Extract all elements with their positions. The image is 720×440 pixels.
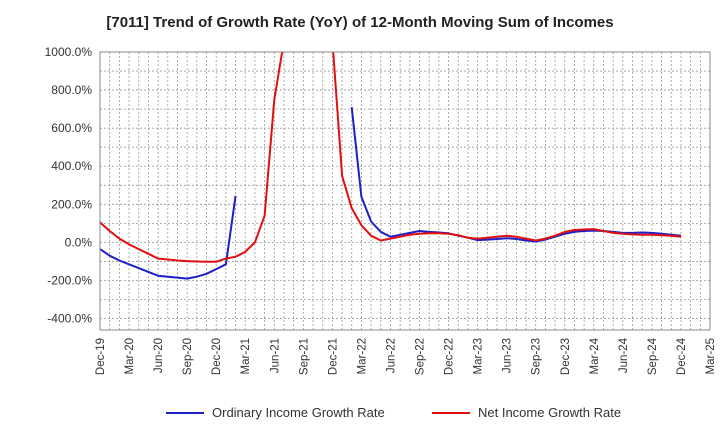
series-line [332, 52, 682, 242]
legend-swatch-ordinary [166, 411, 204, 414]
x-tick-label: Jun-23 [502, 338, 514, 373]
y-tick-label: 800.0% [51, 83, 92, 97]
x-tick-label: Jun-22 [385, 338, 397, 373]
x-tick-label: Dec-23 [560, 338, 572, 375]
x-tick-label: Jun-20 [153, 338, 165, 373]
x-tick-label: Sep-24 [647, 337, 659, 375]
plot-border [99, 51, 711, 331]
y-tick-label: 400.0% [51, 159, 92, 173]
legend-swatch-net [432, 411, 470, 414]
y-tick-label: 200.0% [51, 197, 92, 211]
chart-title: [7011] Trend of Growth Rate (YoY) of 12-… [106, 14, 614, 31]
legend-item-net: Net Income Growth Rate [432, 405, 621, 420]
x-tick-label: Mar-21 [240, 338, 252, 374]
plot-area [100, 52, 710, 330]
x-tick-label: Jun-21 [269, 338, 281, 373]
x-tick-label: Dec-20 [211, 338, 223, 375]
y-tick-label: 1000.0% [45, 45, 93, 59]
x-tick-label: Dec-21 [327, 338, 339, 375]
x-tick-label: Mar-25 [705, 338, 717, 374]
x-tick-label: Sep-21 [298, 338, 310, 375]
legend: Ordinary Income Growth Rate Net Income G… [0, 405, 720, 425]
x-tick-label: Mar-20 [124, 338, 136, 374]
x-tick-label: Jun-24 [618, 337, 630, 373]
series-ordinary-income [100, 107, 682, 280]
y-tick-label: -200.0% [47, 273, 92, 287]
x-tick-label: Dec-22 [444, 338, 456, 375]
x-tick-label: Dec-19 [95, 338, 107, 375]
x-tick-label: Mar-24 [589, 337, 601, 374]
legend-label-net: Net Income Growth Rate [478, 405, 622, 420]
x-tick-label: Mar-23 [473, 338, 485, 374]
x-tick-label: Sep-22 [415, 338, 427, 375]
y-tick-label: 600.0% [51, 121, 92, 135]
series-line [100, 195, 237, 280]
legend-item-ordinary: Ordinary Income Growth Rate [166, 405, 385, 420]
x-tick-label: Sep-20 [182, 338, 194, 375]
x-tick-label: Dec-24 [676, 337, 688, 375]
x-tick-label: Sep-23 [531, 338, 543, 375]
legend-label-ordinary: Ordinary Income Growth Rate [212, 405, 385, 420]
series-line [100, 52, 284, 263]
y-tick-label: 0.0% [65, 235, 93, 249]
x-tick-label: Mar-22 [356, 338, 368, 374]
series-net-income [100, 52, 682, 263]
series-line [350, 107, 682, 243]
y-tick-label: -400.0% [47, 312, 92, 326]
